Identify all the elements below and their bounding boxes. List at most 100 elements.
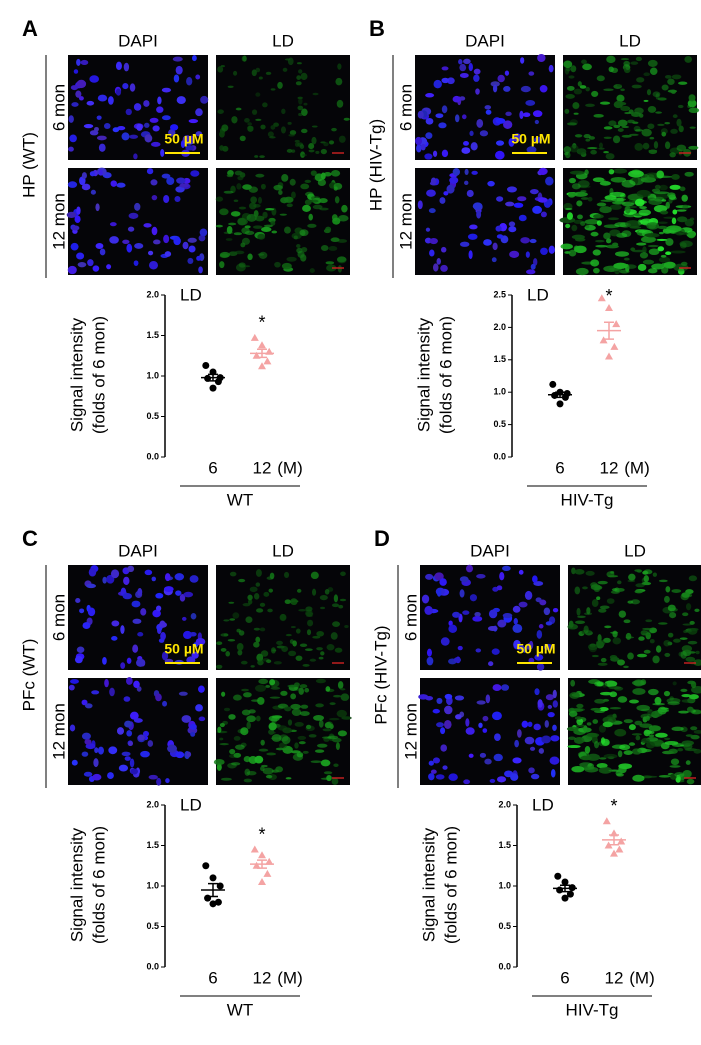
lipid-signal xyxy=(329,702,336,706)
nucleus xyxy=(95,243,104,249)
lipid-signal xyxy=(580,221,586,226)
nucleus xyxy=(518,601,528,608)
error-bar xyxy=(208,882,218,898)
lipid-signal xyxy=(238,630,245,636)
lipid-signal xyxy=(261,226,272,232)
y-tick-label: 2.0 xyxy=(493,322,506,332)
lipid-signal xyxy=(329,717,340,721)
lipid-signal xyxy=(225,238,233,241)
lipid-signal xyxy=(613,100,624,109)
lipid-signal xyxy=(335,742,340,750)
lipid-signal xyxy=(308,143,315,150)
lipid-signal xyxy=(617,119,628,127)
lipid-signal xyxy=(682,204,689,211)
column-label: LD xyxy=(272,31,294,50)
nucleus xyxy=(161,651,169,661)
lipid-signal xyxy=(593,113,604,118)
lipid-signal xyxy=(232,612,240,619)
lipid-signal xyxy=(664,737,671,740)
lipid-signal xyxy=(298,687,304,695)
error-bar xyxy=(609,834,619,846)
lipid-signal xyxy=(565,223,571,229)
lipid-signal xyxy=(229,571,237,577)
lipid-signal xyxy=(580,197,589,200)
lipid-signal xyxy=(278,742,288,749)
lipid-signal xyxy=(675,209,687,212)
lipid-signal xyxy=(270,220,276,226)
lipid-signal xyxy=(612,630,618,638)
lipid-signal xyxy=(658,184,668,191)
nucleus xyxy=(122,592,132,600)
lipid-signal xyxy=(583,725,588,733)
nucleus xyxy=(176,177,186,184)
lipid-signal xyxy=(311,136,317,145)
micrograph xyxy=(415,168,555,275)
data-point xyxy=(258,341,266,349)
nucleus xyxy=(465,564,474,573)
column-label: DAPI xyxy=(118,31,158,50)
lipid-signal xyxy=(646,222,660,230)
lipid-signal xyxy=(681,699,696,703)
lipid-signal xyxy=(612,135,621,144)
lipid-signal xyxy=(631,84,642,89)
lipid-signal xyxy=(658,256,671,263)
lipid-signal xyxy=(645,619,653,623)
nucleus xyxy=(199,228,208,237)
nucleus xyxy=(182,241,189,250)
lipid-signal xyxy=(687,680,696,685)
row-label: 6 mon xyxy=(401,594,420,641)
y-tick-label: 0.5 xyxy=(146,921,159,931)
lipid-signal xyxy=(688,575,698,582)
data-point xyxy=(258,851,266,859)
lipid-signal xyxy=(616,94,625,103)
lipid-signal xyxy=(238,262,246,268)
nucleus xyxy=(175,186,185,193)
lipid-signal xyxy=(307,619,314,627)
nucleus xyxy=(528,657,535,664)
lipid-signal xyxy=(652,702,665,706)
nucleus xyxy=(152,125,160,132)
nucleus xyxy=(436,722,444,728)
lipid-signal xyxy=(263,224,273,228)
nucleus xyxy=(433,79,442,89)
nucleus xyxy=(109,236,119,244)
nucleus xyxy=(432,757,441,764)
lipid-signal xyxy=(668,748,678,754)
lipid-signal xyxy=(617,696,628,703)
nucleus xyxy=(88,568,97,577)
lipid-signal xyxy=(610,176,627,183)
lipid-signal xyxy=(325,226,332,232)
nucleus xyxy=(446,77,455,85)
panel: C DAPI LD PFc (WT) 6 mon 12 mon 50 µM 0.0 0.5 1.0… xyxy=(19,526,352,1019)
nucleus xyxy=(98,169,103,176)
y-tick-label: 0.0 xyxy=(146,451,159,461)
data-point xyxy=(554,872,562,880)
nucleus xyxy=(81,183,91,191)
nucleus xyxy=(489,778,496,783)
nucleus xyxy=(487,180,495,187)
lipid-signal xyxy=(573,112,579,115)
data-point xyxy=(556,400,564,408)
row-label: 12 mon xyxy=(49,703,68,760)
lipid-signal xyxy=(260,650,269,657)
group-label: HIV-Tg xyxy=(566,1000,619,1019)
lipid-signal xyxy=(634,198,645,207)
lipid-signal xyxy=(667,89,678,93)
lipid-signal xyxy=(223,190,234,194)
data-point xyxy=(258,877,266,885)
lipid-signal xyxy=(281,736,291,745)
lipid-signal xyxy=(316,630,325,637)
lipid-signal xyxy=(688,145,699,150)
lipid-signal xyxy=(620,88,625,92)
lipid-signal xyxy=(563,60,573,69)
lipid-signal xyxy=(641,775,653,779)
lipid-signal xyxy=(603,88,614,92)
lipid-signal xyxy=(233,694,242,701)
nucleus xyxy=(514,739,520,748)
nucleus xyxy=(524,590,533,600)
lipid-signal xyxy=(306,629,312,636)
lipid-signal xyxy=(611,588,618,592)
data-point xyxy=(605,352,613,360)
nucleus xyxy=(425,695,434,701)
